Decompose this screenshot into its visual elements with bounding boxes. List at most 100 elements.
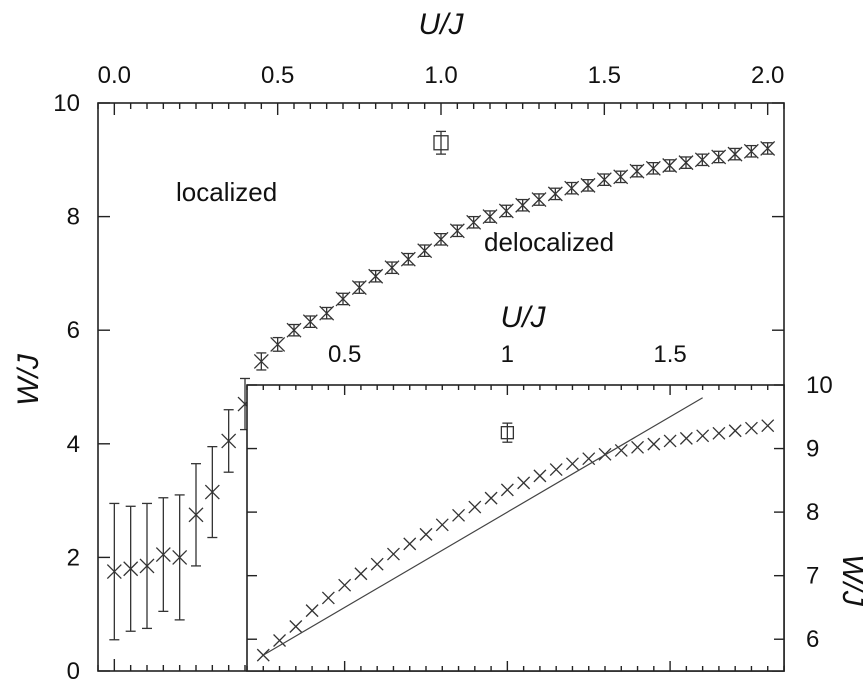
inset-x-point [712, 426, 726, 440]
main-x-point-stroke [727, 146, 743, 162]
inset-square-point [500, 426, 515, 440]
main-x-point [662, 158, 678, 173]
main-x-point [204, 484, 220, 500]
inset-x-point [452, 508, 466, 522]
main-x-point-stroke [743, 143, 759, 159]
main-x-point [270, 336, 286, 352]
main-x-point-stroke [335, 291, 351, 307]
inset-x-point-stroke [647, 437, 661, 451]
main-x-tick-label: 2.0 [751, 62, 784, 89]
main-x-point [351, 280, 367, 296]
inset-x-point [435, 518, 449, 532]
inset-x-point-stroke [403, 537, 417, 551]
main-x-point [694, 152, 710, 168]
main-x-point [172, 549, 188, 565]
inset-x-point [533, 469, 547, 483]
main-x-point [286, 322, 302, 338]
inset-x-point-stroke [289, 620, 303, 633]
main-x-point-stroke [645, 160, 661, 176]
main-x-point [580, 177, 596, 193]
inset-x-point [338, 578, 352, 592]
inset-x-point-stroke [273, 634, 287, 647]
inset-y-tick-label: 6 [806, 626, 819, 653]
localized-label: localized [176, 177, 277, 207]
main-y-tick-label: 6 [67, 317, 80, 344]
main-x-point [433, 231, 449, 247]
inset-x-point [386, 547, 400, 561]
inset-x-point [500, 483, 514, 497]
main-x-point-stroke [368, 268, 384, 284]
main-x-point-stroke [155, 547, 171, 563]
inset-x-point-stroke [696, 429, 710, 443]
inset-x-point [305, 604, 319, 618]
inset-x-point-stroke [370, 557, 384, 571]
main-x-point [106, 564, 122, 580]
main-x-tick-label: 1.0 [424, 62, 457, 89]
main-x-point-stroke [106, 564, 122, 580]
main-x-point-stroke [498, 203, 514, 219]
main-x-point [139, 558, 155, 574]
main-x-point [400, 251, 416, 267]
inset-x-point-stroke [419, 527, 433, 541]
main-y-tick-label: 8 [67, 204, 80, 231]
main-x-tick-label: 0.5 [261, 62, 294, 89]
inset-x-point-stroke [517, 476, 531, 490]
inset-y-tick-label: 10 [806, 372, 833, 399]
main-x-point-stroke [204, 484, 220, 500]
inset-data-marks [256, 397, 775, 662]
main-x-point [221, 433, 237, 449]
main-error-bar [436, 130, 446, 155]
main-x-point-stroke [123, 561, 139, 577]
inset-x-point-stroke [679, 431, 693, 445]
main-x-point-stroke [613, 169, 629, 185]
main-x-point-stroke [694, 152, 710, 168]
main-y-tick-label: 0 [67, 658, 80, 685]
inset-x-point-stroke [582, 452, 596, 466]
inset-x-tick-label: 1 [501, 341, 514, 368]
main-x-point-stroke [172, 549, 188, 565]
inset-x-point [484, 491, 498, 505]
inset-x-point [273, 634, 287, 647]
inset-x-point-stroke [338, 578, 352, 592]
inset-x-point [403, 537, 417, 551]
main-x-point [645, 160, 661, 176]
inset-x-point [744, 421, 758, 435]
main-x-point-stroke [319, 305, 335, 321]
inset-x-point [468, 500, 482, 514]
main-x-point-stroke [384, 260, 400, 276]
inset-x-point-stroke [305, 604, 319, 618]
main-x-point [613, 169, 629, 185]
main-x-point [123, 561, 139, 577]
inset-x-point [370, 557, 384, 571]
inset-x-point [321, 591, 335, 605]
inset-x-point-stroke [549, 463, 563, 476]
inset-x-point [565, 457, 579, 471]
inset-x-point [354, 567, 368, 581]
inset-y-tick-label: 8 [806, 499, 819, 526]
main-x-point-stroke [531, 192, 547, 208]
inset-x-point-stroke [761, 419, 775, 433]
main-x-point-stroke [678, 155, 694, 171]
main-x-point [711, 149, 727, 165]
main-x-point-stroke [547, 186, 563, 202]
inset-x-point-stroke [744, 421, 758, 435]
main-x-point [466, 214, 482, 230]
inset-x-point-stroke [712, 426, 726, 440]
main-x-point [743, 143, 759, 159]
inset-x-point [696, 429, 710, 443]
main-plot: U/J W/J localized delocalized 0.0 0.5 1.0 1… [12, 8, 785, 685]
main-x-point [417, 243, 433, 259]
inset-x-point-stroke [321, 591, 335, 605]
main-square-point [433, 135, 449, 151]
inset-x-point [549, 463, 563, 476]
main-x-point-stroke [351, 280, 367, 296]
main-y-axis-label: W/J [12, 353, 45, 406]
main-x-point-stroke [188, 507, 204, 523]
main-x-point [253, 353, 269, 369]
inset-x-point-stroke [533, 469, 547, 483]
main-x-tick-label: 0.0 [98, 62, 131, 89]
main-x-point-stroke [662, 158, 678, 173]
main-x-point-stroke [580, 177, 596, 193]
inset-x-point-stroke [728, 424, 742, 438]
